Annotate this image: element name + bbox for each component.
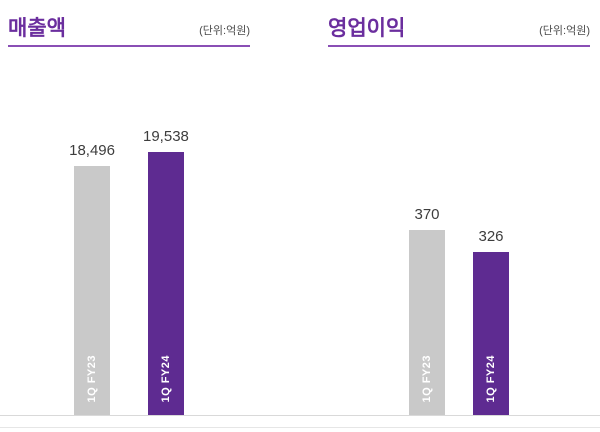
unit-label-revenue: (단위:억원) bbox=[199, 25, 250, 37]
bar-group-revenue-fy24: 19,538 1Q FY24 bbox=[143, 128, 189, 415]
chart-area-revenue: 18,496 1Q FY23 19,538 1Q FY24 bbox=[8, 47, 250, 415]
bar-profit-fy24: 1Q FY24 bbox=[473, 252, 509, 415]
chart-baseline bbox=[0, 415, 600, 416]
bottom-divider bbox=[0, 427, 600, 428]
category-label-profit-fy24: 1Q FY24 bbox=[485, 355, 497, 403]
category-label-revenue-fy24: 1Q FY24 bbox=[159, 355, 172, 403]
bar-group-revenue-fy23: 18,496 1Q FY23 bbox=[69, 142, 115, 415]
value-label-revenue-fy23: 18,496 bbox=[69, 142, 115, 159]
chart-title-operating-profit: 영업이익 bbox=[328, 17, 406, 40]
value-label-revenue-fy24: 19,538 bbox=[143, 128, 189, 145]
chart-panel-revenue: 매출액 (단위:억원) 18,496 1Q FY23 19,538 1Q FY2… bbox=[8, 10, 250, 415]
chart-panel-operating-profit: 영업이익 (단위:억원) 370 1Q FY23 326 1Q FY24 bbox=[328, 10, 590, 415]
bar-revenue-fy24: 1Q FY24 bbox=[147, 152, 184, 415]
chart-area-operating-profit: 370 1Q FY23 326 1Q FY24 bbox=[328, 47, 590, 415]
bar-group-profit-fy24: 326 1Q FY24 bbox=[473, 228, 509, 415]
chart-panels: 매출액 (단위:억원) 18,496 1Q FY23 19,538 1Q FY2… bbox=[8, 10, 590, 415]
chart-header-operating-profit: 영업이익 (단위:억원) bbox=[328, 10, 590, 47]
chart-header-revenue: 매출액 (단위:억원) bbox=[8, 10, 250, 47]
category-label-revenue-fy23: 1Q FY23 bbox=[86, 355, 99, 403]
value-label-profit-fy23: 370 bbox=[414, 206, 440, 223]
bar-profit-fy23: 1Q FY23 bbox=[409, 230, 445, 415]
category-label-profit-fy23: 1Q FY23 bbox=[421, 355, 433, 403]
bar-revenue-fy23: 1Q FY23 bbox=[74, 166, 111, 415]
value-label-profit-fy24: 326 bbox=[478, 228, 504, 245]
bar-group-profit-fy23: 370 1Q FY23 bbox=[409, 206, 445, 415]
chart-title-revenue: 매출액 bbox=[8, 17, 66, 40]
unit-label-operating-profit: (단위:억원) bbox=[539, 25, 590, 37]
